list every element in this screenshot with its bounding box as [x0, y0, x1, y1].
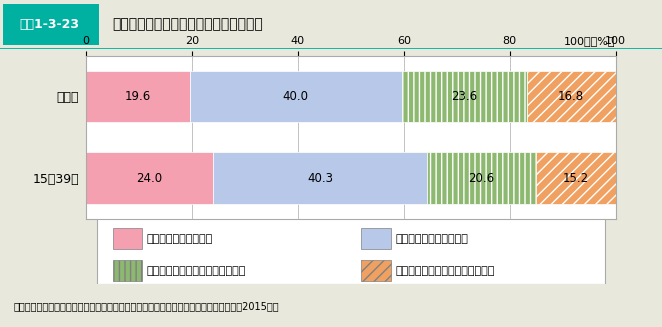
Text: 積極的に取り組むべき: 積極的に取り組むべき — [147, 234, 213, 244]
Text: 公的な婚活支援の取組みについての見解: 公的な婚活支援の取組みについての見解 — [113, 18, 263, 31]
FancyBboxPatch shape — [361, 228, 391, 249]
Bar — [402, 71, 527, 122]
Bar — [536, 152, 616, 204]
Text: ある程度は取り組むべき: ある程度は取り組むべき — [396, 234, 469, 244]
Text: 図表1-3-23: 図表1-3-23 — [20, 18, 79, 31]
Text: 24.0: 24.0 — [136, 172, 163, 185]
Bar — [426, 152, 536, 204]
FancyBboxPatch shape — [3, 4, 99, 45]
Bar — [190, 71, 402, 122]
Text: 19.6: 19.6 — [125, 90, 151, 103]
Bar — [527, 71, 616, 122]
Bar — [86, 152, 213, 204]
Text: 最低限必要な範囲にとどめるべき: 最低限必要な範囲にとどめるべき — [147, 267, 246, 276]
Text: 公的な支援に取り組む必要はない: 公的な支援に取り組む必要はない — [396, 267, 495, 276]
FancyBboxPatch shape — [361, 260, 391, 281]
Text: 資料：厚生労働省政策統括官付政策評価官室委託「人口減少社会に関する意識調査」（2015年）: 資料：厚生労働省政策統括官付政策評価官室委託「人口減少社会に関する意識調査」（2… — [13, 301, 279, 311]
Text: 40.0: 40.0 — [283, 90, 308, 103]
Bar — [86, 71, 190, 122]
Text: 100　（%）: 100 （%） — [564, 36, 616, 46]
Text: 15.2: 15.2 — [563, 172, 589, 185]
Text: 23.6: 23.6 — [451, 90, 477, 103]
Text: 20.6: 20.6 — [468, 172, 495, 185]
Text: 16.8: 16.8 — [558, 90, 585, 103]
Bar — [213, 152, 426, 204]
FancyBboxPatch shape — [97, 219, 605, 284]
FancyBboxPatch shape — [113, 260, 142, 281]
FancyBboxPatch shape — [113, 228, 142, 249]
Text: 40.3: 40.3 — [307, 172, 333, 185]
